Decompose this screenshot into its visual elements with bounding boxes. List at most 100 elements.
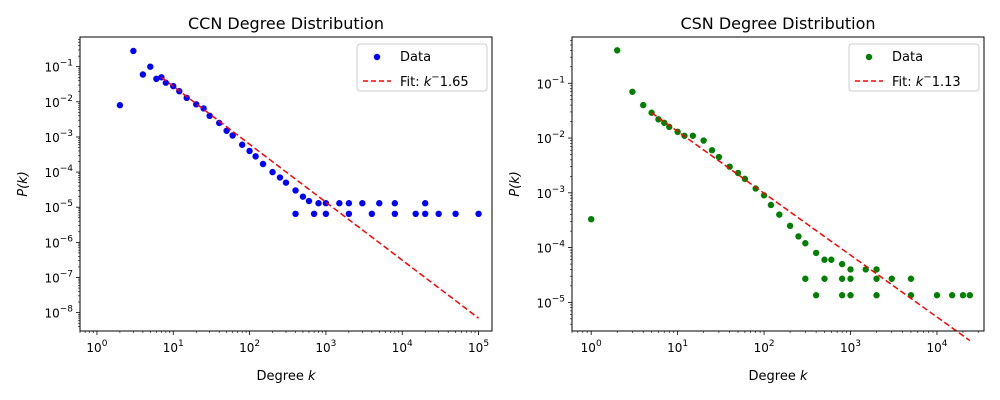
chart-title: CCN Degree Distribution: [188, 14, 384, 33]
data-point: [475, 210, 482, 217]
data-point: [838, 292, 846, 299]
data-point: [873, 292, 880, 299]
data-point: [802, 275, 809, 282]
data-point: [888, 275, 895, 282]
data-point: [629, 88, 636, 95]
y-tick-label: 10−5: [44, 199, 73, 215]
data-point: [812, 249, 820, 257]
x-tick-label: 105: [468, 339, 489, 355]
data-point: [292, 210, 299, 217]
data-point: [821, 256, 828, 263]
y-tick-label: 10−2: [44, 94, 73, 110]
data-point: [130, 47, 137, 55]
data-point: [153, 75, 160, 83]
fit-line: [651, 112, 971, 342]
legend-label-fit: Fit: k−1.13: [892, 72, 961, 90]
data-point: [435, 210, 442, 217]
data-point: [345, 200, 353, 207]
x-tick-label: 102: [239, 339, 260, 355]
data-points: [116, 47, 482, 217]
data-point: [847, 266, 854, 273]
x-axis-ticks: 100 101 102 103 104: [571, 331, 979, 355]
data-point: [948, 292, 956, 299]
fit-line-group: [160, 76, 480, 319]
legend-label-data: Data: [892, 50, 923, 65]
data-point: [282, 179, 290, 186]
y-tick-label: 10−7: [44, 269, 73, 285]
data-point: [907, 275, 915, 282]
data-point: [223, 127, 230, 134]
legend-label-fit: Fit: k−1.65: [400, 72, 469, 90]
legend-box: [848, 43, 980, 92]
legend: Data Fit: k−1.13: [848, 43, 980, 92]
y-tick-label: 10−2: [536, 130, 565, 146]
data-point: [116, 102, 124, 109]
data-point: [376, 200, 383, 207]
legend: Data Fit: k−1.65: [356, 43, 488, 92]
data-point: [391, 210, 399, 217]
data-point: [305, 197, 313, 205]
data-point: [391, 200, 399, 207]
data-point: [139, 71, 147, 78]
data-point: [238, 141, 246, 148]
data-point: [162, 79, 170, 86]
x-tick-label: 104: [392, 339, 413, 355]
fit-line-group: [651, 112, 971, 342]
y-tick-label: 10−3: [44, 129, 73, 145]
data-point: [322, 200, 330, 207]
x-tick-label: 103: [315, 339, 336, 355]
data-point: [276, 174, 284, 181]
data-point: [259, 160, 267, 168]
y-axis-ticks: 10−8 10−7 10−6 10−5 10−4 10−3 10−2 10−1: [44, 39, 80, 327]
data-point: [741, 175, 749, 183]
x-axis-ticks: 100 101 102 103 104 105: [79, 331, 489, 355]
y-tick-label: 10−1: [536, 75, 565, 91]
data-point: [828, 256, 835, 263]
x-tick-label: 100: [86, 339, 107, 355]
legend-marker-data: [865, 53, 873, 61]
y-axis-ticks: 10−5 10−4 10−3 10−2 10−1: [536, 40, 572, 325]
data-point: [587, 215, 595, 223]
fit-line: [160, 76, 480, 319]
data-point: [700, 137, 707, 144]
x-tick-label: 102: [754, 339, 775, 355]
x-tick-label: 101: [163, 339, 184, 355]
y-axis-label: P(k): [16, 171, 31, 197]
data-point: [715, 153, 723, 161]
data-point: [147, 63, 154, 70]
data-point: [838, 260, 846, 268]
data-point: [452, 210, 459, 217]
data-point: [767, 201, 775, 209]
x-tick-label: 104: [926, 339, 947, 355]
plot-area: [79, 36, 493, 332]
data-point: [422, 200, 429, 207]
data-point: [322, 210, 330, 217]
data-point: [655, 116, 662, 123]
data-point: [422, 210, 429, 217]
data-point: [299, 193, 307, 200]
y-tick-label: 10−5: [536, 294, 565, 310]
data-point: [847, 275, 854, 282]
plot-area: [571, 36, 985, 342]
x-tick-label: 101: [667, 339, 688, 355]
data-point: [614, 47, 621, 54]
data-point: [412, 210, 419, 217]
data-point: [847, 292, 854, 299]
data-point: [812, 292, 820, 299]
data-point: [229, 132, 236, 139]
data-point: [310, 210, 318, 217]
data-point: [252, 153, 259, 160]
data-point: [708, 147, 716, 154]
data-point: [838, 275, 846, 282]
data-point: [269, 168, 276, 176]
x-axis-label: Degree k: [749, 369, 808, 384]
y-tick-label: 10−1: [44, 59, 73, 75]
axes-frame: [571, 36, 985, 332]
y-tick-label: 10−4: [44, 164, 73, 180]
legend-marker-data: [373, 53, 381, 61]
ccn-chart: CCN Degree Distribution 100 101 102 103 104 1…: [16, 14, 493, 384]
data-point: [933, 292, 941, 299]
x-axis-label: Degree k: [257, 369, 316, 384]
y-tick-label: 10−8: [44, 305, 73, 321]
